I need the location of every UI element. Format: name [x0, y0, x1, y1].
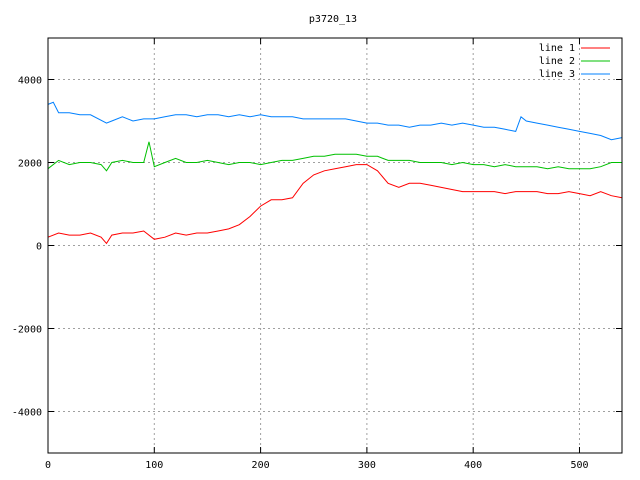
x-tick-label: 0: [45, 460, 51, 471]
grid: [48, 38, 622, 453]
x-tick-label: 300: [358, 460, 376, 471]
axis-ticks: 0 100 200 300 400 500 -4000 -2000 0 2000 4000: [12, 38, 622, 471]
chart-title: p3720_13: [309, 14, 357, 25]
legend-label-1: line 1: [539, 43, 575, 54]
legend: line 1 line 2 line 3: [539, 43, 610, 80]
plot-frame: [47, 37, 623, 454]
x-tick-label: 400: [464, 460, 482, 471]
y-tick-label: -4000: [12, 408, 42, 419]
y-tick-label: 4000: [18, 76, 42, 87]
x-tick-label: 500: [570, 460, 588, 471]
series-line-1: [47, 164, 623, 245]
x-tick-label: 100: [145, 460, 163, 471]
x-tick-label: 200: [252, 460, 270, 471]
y-tick-label: 2000: [18, 159, 42, 170]
series-line-3: [47, 101, 623, 141]
legend-label-3: line 3: [539, 69, 575, 80]
series-line-2: [47, 141, 622, 172]
legend-label-2: line 2: [539, 56, 575, 67]
y-tick-label: 0: [36, 242, 42, 253]
series-lines: [47, 101, 623, 245]
y-tick-label: -2000: [12, 325, 42, 336]
